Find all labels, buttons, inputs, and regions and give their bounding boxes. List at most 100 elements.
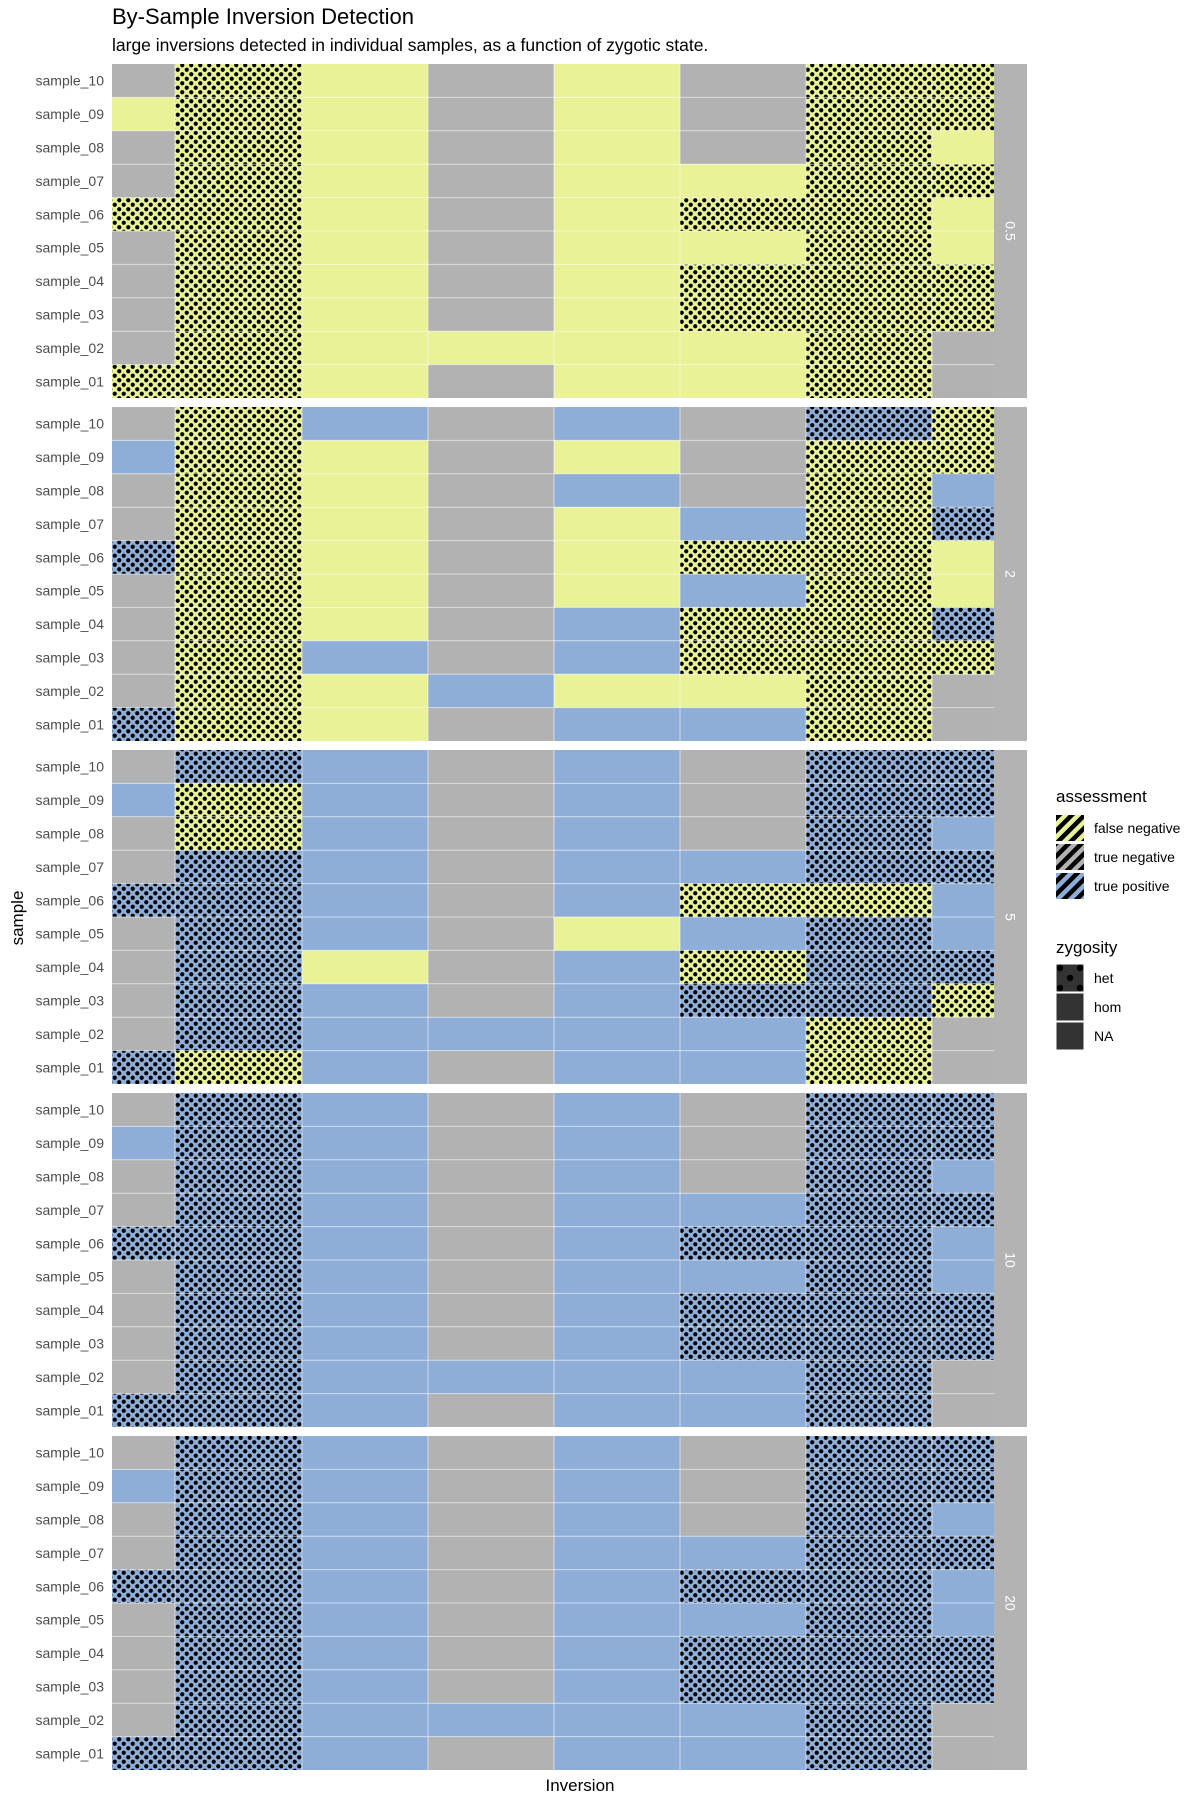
heatmap-cell <box>428 1469 554 1503</box>
heatmap-cell <box>112 607 175 641</box>
heatmap-cell <box>112 850 175 884</box>
legend-key-pattern <box>1056 844 1084 870</box>
heatmap-cell <box>680 1393 806 1427</box>
het-pattern <box>680 883 806 917</box>
heatmap-cell <box>680 1436 806 1470</box>
heatmap-cell <box>428 1736 554 1770</box>
heatmap-cell <box>112 1093 175 1127</box>
heatmap-cell <box>428 1017 554 1051</box>
y-tick-label: sample_03 <box>36 993 105 1009</box>
het-pattern <box>175 1017 302 1051</box>
y-tick-label: sample_07 <box>36 1202 105 1218</box>
heatmap-cell <box>554 164 680 198</box>
heatmap-cell <box>554 783 680 817</box>
heatmap-cell <box>932 1736 994 1770</box>
y-tick-label: sample_01 <box>36 373 105 389</box>
heatmap-cell <box>680 1050 806 1084</box>
het-pattern <box>932 440 994 474</box>
legend-label: NA <box>1094 1028 1114 1044</box>
het-pattern <box>175 1126 302 1160</box>
heatmap-cell <box>554 407 680 441</box>
heatmap-cell <box>302 707 428 741</box>
heatmap-cell <box>112 164 175 198</box>
heatmap-cell <box>302 574 428 608</box>
het-pattern <box>932 607 994 641</box>
heatmap-cell <box>112 64 175 98</box>
heatmap-cell <box>932 816 994 851</box>
y-tick-label: sample_06 <box>36 892 105 908</box>
heatmap-cell <box>554 440 680 474</box>
heatmap-cell <box>428 1360 554 1394</box>
het-pattern <box>175 197 302 231</box>
het-pattern <box>175 1536 302 1570</box>
het-pattern <box>175 883 302 917</box>
heatmap-cell <box>932 1017 994 1051</box>
het-pattern <box>806 1669 932 1704</box>
y-tick-label: sample_08 <box>36 1169 105 1185</box>
het-pattern <box>680 983 806 1018</box>
heatmap-cell <box>112 750 175 784</box>
legend-label: het <box>1094 970 1114 986</box>
het-pattern <box>680 607 806 641</box>
het-pattern <box>175 783 302 817</box>
heatmap-cell <box>112 950 175 984</box>
heatmap-cell <box>428 97 554 131</box>
heatmap-cell <box>302 1636 428 1670</box>
het-pattern <box>175 850 302 884</box>
heatmap-cell <box>554 1569 680 1603</box>
y-axis-title: sample <box>8 891 27 946</box>
heatmap-cell <box>112 297 175 332</box>
het-pattern <box>932 1326 994 1361</box>
heatmap-cell <box>428 507 554 541</box>
het-pattern <box>806 883 932 917</box>
het-pattern <box>175 507 302 541</box>
het-pattern <box>806 1360 932 1394</box>
legend-dot <box>1076 964 1084 972</box>
het-pattern <box>806 264 932 298</box>
heatmap-cell <box>302 1669 428 1704</box>
heatmap-cell <box>112 674 175 708</box>
het-pattern <box>806 1536 932 1570</box>
heatmap-cell <box>302 130 428 165</box>
het-pattern <box>932 264 994 298</box>
heatmap-cell <box>554 130 680 165</box>
heatmap-cell <box>680 473 806 508</box>
heatmap-cell <box>302 507 428 541</box>
heatmap-cell <box>932 574 994 608</box>
heatmap-cell <box>554 1193 680 1227</box>
heatmap-cell <box>932 473 994 508</box>
heatmap-cell <box>112 1536 175 1570</box>
het-pattern <box>806 440 932 474</box>
het-pattern <box>680 297 806 332</box>
heatmap-cell <box>680 364 806 398</box>
y-tick-label: sample_07 <box>36 173 105 189</box>
het-pattern <box>175 1436 302 1470</box>
heatmap-cell <box>302 1360 428 1394</box>
heatmap-cell <box>428 440 554 474</box>
y-tick-label: sample_05 <box>36 583 105 599</box>
het-pattern <box>932 1193 994 1227</box>
het-pattern <box>806 1126 932 1160</box>
heatmap-cell <box>428 1193 554 1227</box>
heatmap-cell <box>302 983 428 1018</box>
heatmap-cell <box>680 1126 806 1160</box>
het-pattern <box>932 407 994 441</box>
het-pattern <box>806 917 932 951</box>
heatmap-cell <box>302 950 428 984</box>
heatmap-cell <box>428 750 554 784</box>
heatmap-cell <box>112 1326 175 1361</box>
y-tick-label: sample_10 <box>36 1445 105 1461</box>
het-pattern <box>175 231 302 265</box>
het-pattern <box>806 1436 932 1470</box>
facet-panel: sample_10 sample_09 sample_08 sample_07samp… <box>36 1093 1027 1427</box>
heatmap-cell <box>932 1260 994 1294</box>
heatmap-cell <box>302 231 428 265</box>
het-pattern <box>806 297 932 332</box>
het-pattern <box>175 64 302 98</box>
y-tick-label: sample_10 <box>36 1102 105 1118</box>
y-tick-label: sample_03 <box>36 307 105 323</box>
heatmap-cell <box>428 1326 554 1361</box>
het-pattern <box>680 197 806 231</box>
heatmap-cell <box>932 197 994 231</box>
heatmap-cell <box>428 540 554 574</box>
